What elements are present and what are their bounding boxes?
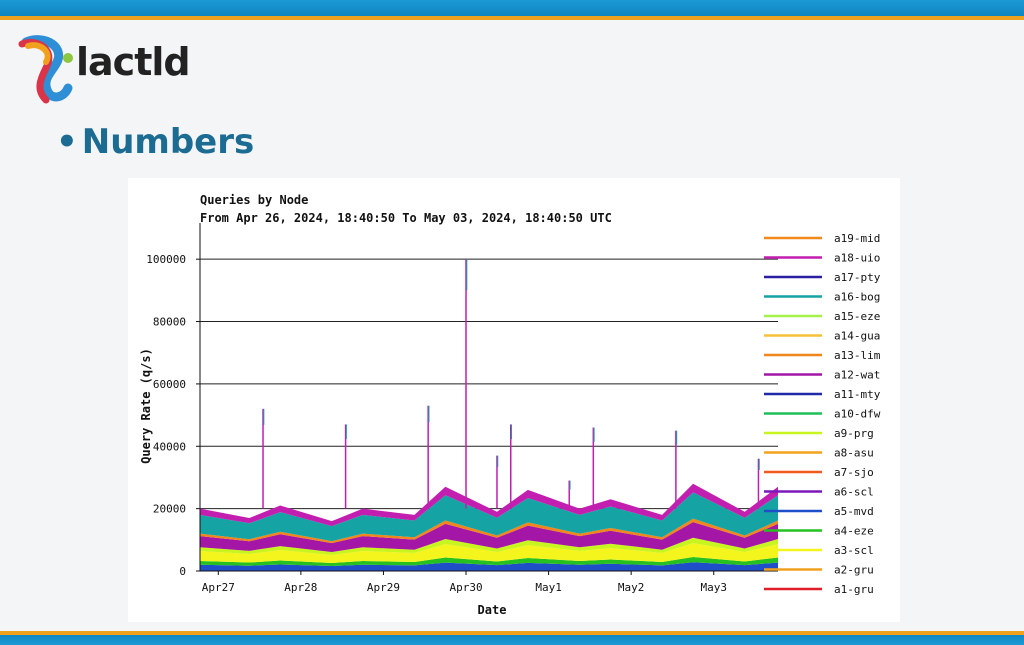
chart-axes bbox=[199, 223, 778, 572]
legend-label: a19-mid bbox=[834, 232, 880, 245]
chart-grid bbox=[200, 258, 778, 510]
area-band bbox=[200, 492, 778, 542]
y-ticks: 0 20000 40000 60000 80000 100000 bbox=[146, 253, 200, 578]
chart-subtitle: From Apr 26, 2024, 18:40:50 To May 03, 2… bbox=[200, 211, 612, 225]
legend-label: a7-sjo bbox=[834, 466, 874, 479]
legend-label: a11-mty bbox=[834, 388, 881, 401]
legend-label: a12-wat bbox=[834, 369, 880, 382]
area-band bbox=[200, 522, 778, 552]
legend-label: a10-dfw bbox=[834, 408, 881, 421]
y-tick-label: 60000 bbox=[153, 378, 186, 391]
y-axis-label: Query Rate (q/s) bbox=[139, 348, 153, 464]
chart-panel: Queries by Node From Apr 26, 2024, 18:40… bbox=[128, 178, 900, 622]
legend-label: a5-mvd bbox=[834, 505, 874, 518]
area-band bbox=[200, 562, 778, 571]
area-band bbox=[200, 557, 778, 566]
legend-label: a15-eze bbox=[834, 310, 880, 323]
legend-label: a8-asu bbox=[834, 447, 874, 460]
legend-label: a3-scl bbox=[834, 544, 874, 557]
x-tick-label: Apr29 bbox=[367, 581, 400, 594]
area-band bbox=[200, 543, 778, 563]
y-tick-label: 0 bbox=[179, 565, 186, 578]
x-ticks: Apr27 Apr28 Apr29 Apr30 May1 May2 May3 bbox=[202, 571, 727, 594]
y-tick-label: 100000 bbox=[146, 253, 186, 266]
legend-label: a2-gru bbox=[834, 564, 874, 577]
legend-label: a17-pty bbox=[834, 271, 881, 284]
queries-chart: Queries by Node From Apr 26, 2024, 18:40… bbox=[139, 193, 881, 617]
legend-label: a4-eze bbox=[834, 525, 874, 538]
legend-label: a18-uio bbox=[834, 252, 880, 265]
x-tick-label: May3 bbox=[700, 581, 727, 594]
x-tick-label: May2 bbox=[618, 581, 645, 594]
x-tick-label: Apr27 bbox=[202, 581, 235, 594]
area-band bbox=[200, 537, 778, 555]
x-tick-label: May1 bbox=[535, 581, 562, 594]
y-tick-label: 80000 bbox=[153, 316, 186, 329]
chart-title: Queries by Node bbox=[200, 193, 308, 207]
legend-label: a1-gru bbox=[834, 583, 874, 596]
lactld-logo-icon bbox=[18, 35, 73, 104]
logo-text: lactld bbox=[76, 40, 191, 84]
y-tick-label: 20000 bbox=[153, 503, 186, 516]
chart-spikes bbox=[262, 259, 760, 509]
top-band bbox=[0, 0, 1024, 20]
section-heading-text: Numbers bbox=[81, 122, 255, 162]
bottom-band bbox=[0, 631, 1024, 645]
section-heading: • Numbers bbox=[56, 122, 254, 162]
legend-label: a16-bog bbox=[834, 291, 880, 304]
legend-label: a9-prg bbox=[834, 427, 874, 440]
legend-label: a6-scl bbox=[834, 486, 874, 499]
y-tick-label: 40000 bbox=[153, 440, 186, 453]
x-tick-label: Apr30 bbox=[449, 581, 482, 594]
legend-label: a14-gua bbox=[834, 330, 880, 343]
x-tick-label: Apr28 bbox=[284, 581, 317, 594]
chart-legend: a19-mid a18-uio a17-pty a16-bog a15-eze a14-g… bbox=[764, 232, 881, 596]
legend-label: a13-lim bbox=[834, 349, 881, 362]
bullet-dot: • bbox=[56, 122, 78, 162]
chart-areas bbox=[200, 483, 778, 571]
x-axis-label: Date bbox=[478, 603, 507, 617]
